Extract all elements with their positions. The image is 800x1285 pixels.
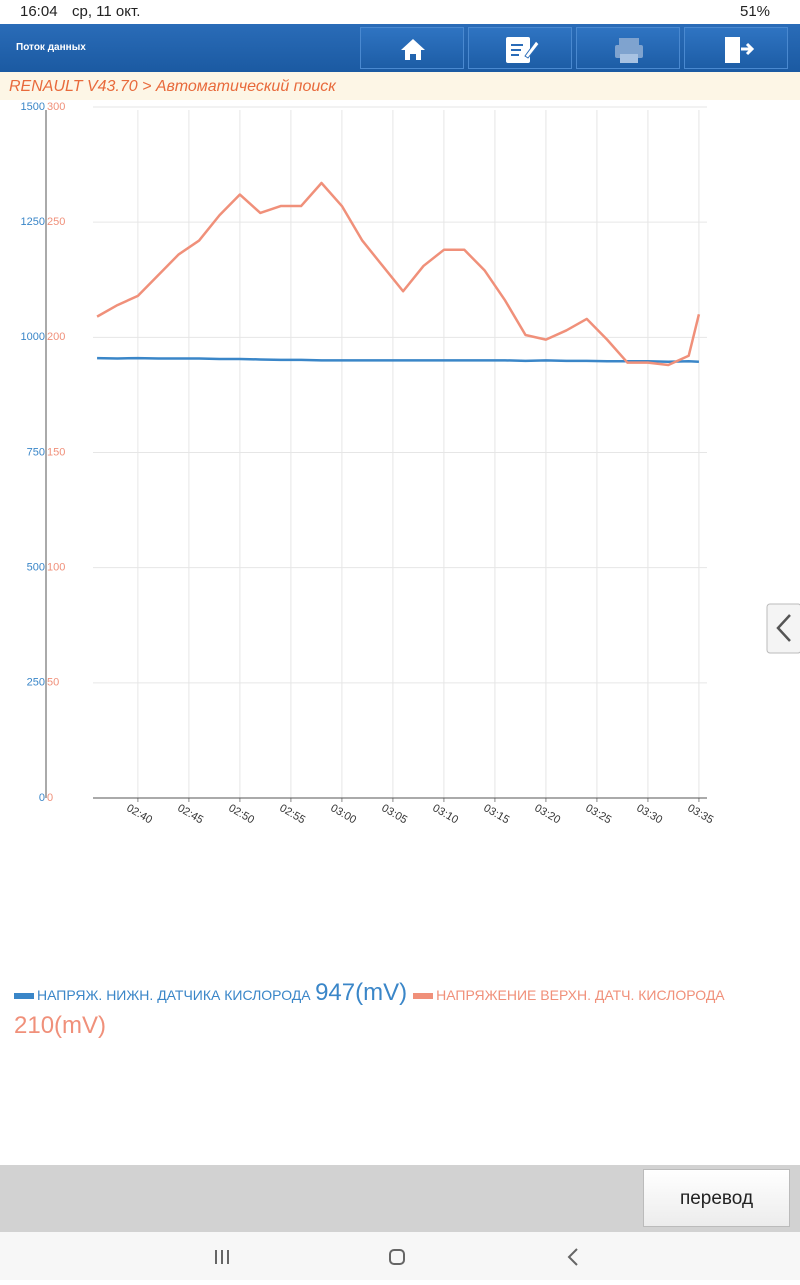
print-icon [615,38,643,63]
x-tick-label: 03:25 [583,802,613,826]
nav-bar [0,1232,800,1280]
x-tick-label: 02:55 [277,802,307,826]
translate-button[interactable]: перевод [643,1169,790,1227]
header-title: Поток данных [16,42,86,53]
y2-tick-label: 300 [47,101,65,113]
home-button[interactable] [360,27,464,69]
series-line [96,181,701,367]
header: Поток данных [0,24,800,72]
series-line [97,356,699,363]
y2-tick-label: 0 [47,792,53,804]
x-tick-label: 03:30 [634,802,664,826]
y2-tick-label: 200 [47,331,65,343]
x-tick-label: 02:45 [175,802,205,826]
x-tick-label: 02:50 [226,802,256,826]
legend: НАПРЯЖ. НИЖН. ДАТЧИКА КИСЛОРОДА 947(mV) Н… [14,978,794,1044]
home-icon [401,39,425,60]
legend-label: НАПРЯЖ. НИЖН. ДАТЧИКА КИСЛОРОДА [37,987,311,1003]
edit-icon [506,37,540,63]
breadcrumb: RENAULT V43.70 > Автоматический поиск [0,72,800,100]
chart: 0 250 500 750 1000 1250 1500 0 50 100 150 200 250 300… [21,101,716,826]
y2-tick-label: 50 [47,677,59,689]
y2-tick-label: 150 [47,446,65,458]
date: ср, 11 окт. [72,3,141,20]
legend-value: 210(mV) [14,1012,107,1039]
battery: 51% [740,3,771,20]
print-button[interactable] [576,27,680,69]
y-tick-label: 500 [27,562,45,574]
y-tick-label: 1500 [21,101,45,113]
edit-button[interactable] [468,27,572,69]
clock: 16:04 [20,3,58,20]
y-tick-label: 0 [39,792,45,804]
nav-icons [215,1248,578,1266]
y2-tick-label: 100 [47,562,65,574]
x-tick-label: 03:00 [328,802,358,826]
x-tick-label: 03:35 [685,802,715,826]
x-tick-label: 03:10 [430,802,460,826]
y2-tick-label: 250 [47,216,65,228]
x-tick-label: 03:20 [532,802,562,826]
exit-button[interactable] [684,27,788,69]
status-bar: 16:04 ср, 11 окт. 51% [0,0,800,24]
y-tick-label: 1000 [21,331,45,343]
x-tick-label: 03:15 [481,802,511,826]
exit-icon [725,37,755,63]
legend-label: НАПРЯЖЕНИЕ ВЕРХН. ДАТЧ. КИСЛОРОДА [436,987,725,1003]
x-tick-label: 03:05 [379,802,409,826]
side-tab[interactable] [766,603,800,654]
legend-swatch [413,992,434,999]
y-tick-label: 1250 [21,216,45,228]
y-tick-label: 250 [27,677,45,689]
breadcrumb-text: RENAULT V43.70 > Автоматический поиск [9,78,336,95]
y-tick-label: 750 [27,446,45,458]
x-tick-label: 02:40 [124,802,154,826]
legend-value: 947(mV) [315,979,408,1006]
legend-swatch [14,992,34,999]
